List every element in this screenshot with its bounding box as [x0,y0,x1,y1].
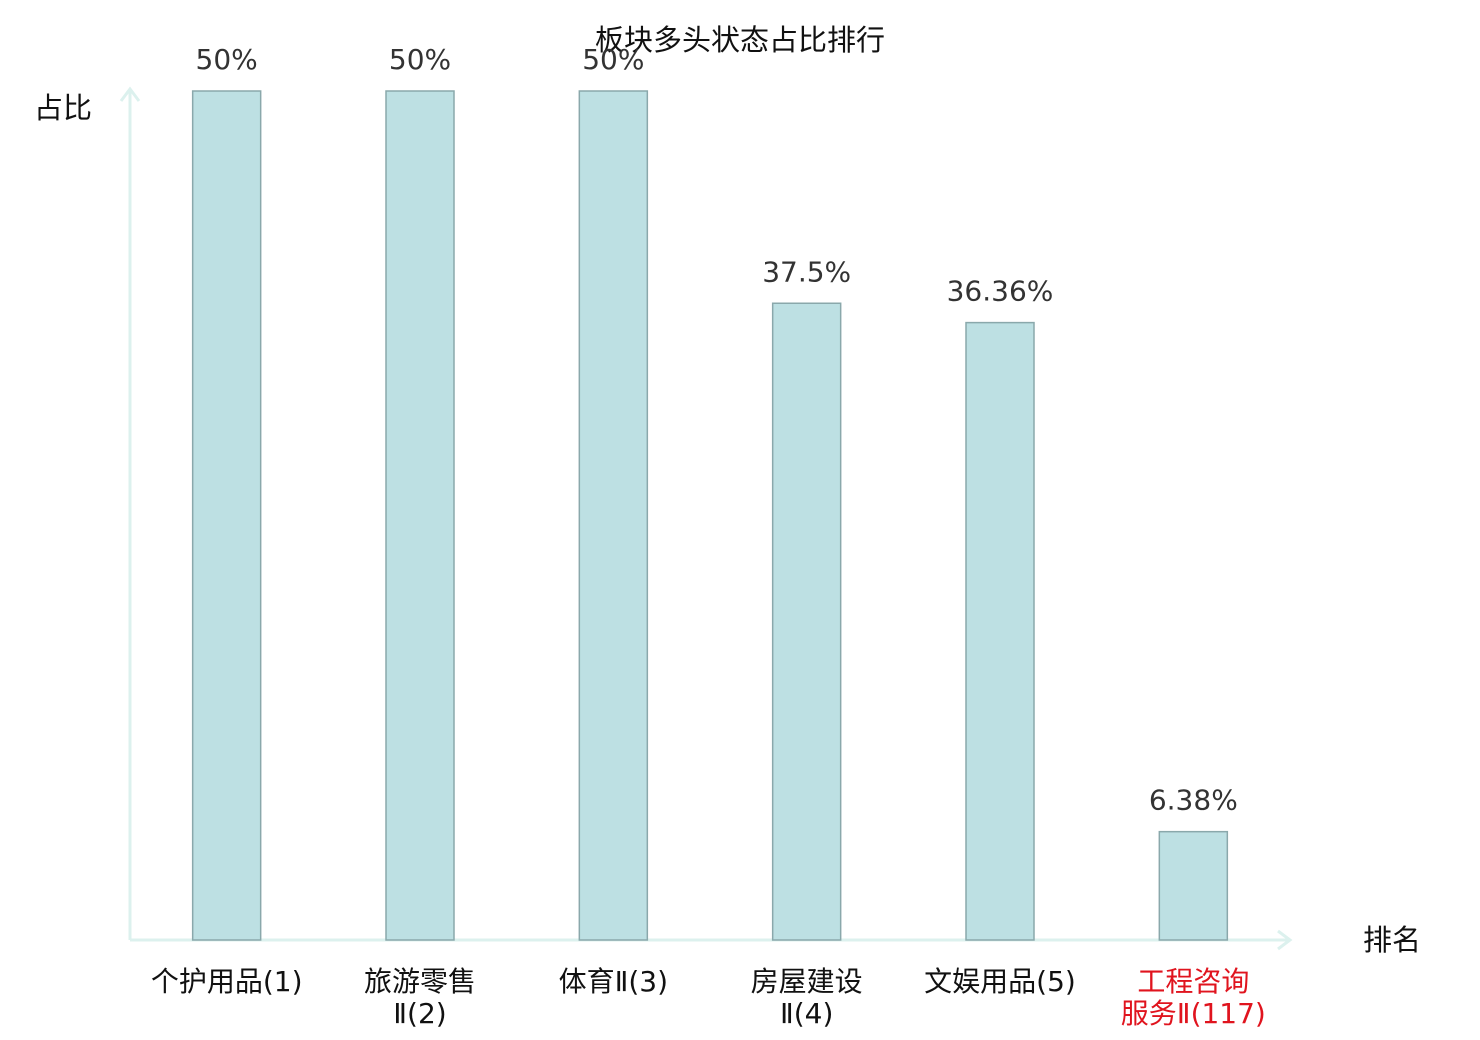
y-axis-arrow [119,86,141,102]
x-axis-label: 排名 [1363,923,1421,957]
x-axis-arrow [1277,929,1293,951]
bar [191,90,262,941]
bar [771,302,842,941]
x-tick-label: 房屋建设 [751,965,863,998]
y-axis-label: 占比 [34,91,92,125]
x-tick-label: 服务Ⅱ(117) [1121,997,1266,1030]
x-tick-label: Ⅱ(2) [393,997,446,1030]
value-label: 50% [196,43,258,76]
x-tick-label: 文娱用品(5) [924,965,1076,998]
x-tick-label: Ⅱ(4) [780,997,833,1030]
bar [385,90,455,941]
value-label: 36.36% [947,275,1054,308]
bar [965,321,1035,941]
chart-title: 板块多头状态占比排行 [595,23,885,57]
bar [578,90,649,941]
value-label: 50% [389,43,451,76]
value-label: 6.38% [1149,784,1238,817]
bar [1158,830,1229,941]
x-tick-label: 个护用品(1) [151,965,303,998]
x-tick-label: 工程咨询 [1137,965,1249,998]
value-label: 37.5% [762,255,851,288]
x-tick-label: 旅游零售 [364,965,476,998]
value-label: 50% [582,43,644,76]
x-tick-label: 体育Ⅱ(3) [559,965,668,998]
